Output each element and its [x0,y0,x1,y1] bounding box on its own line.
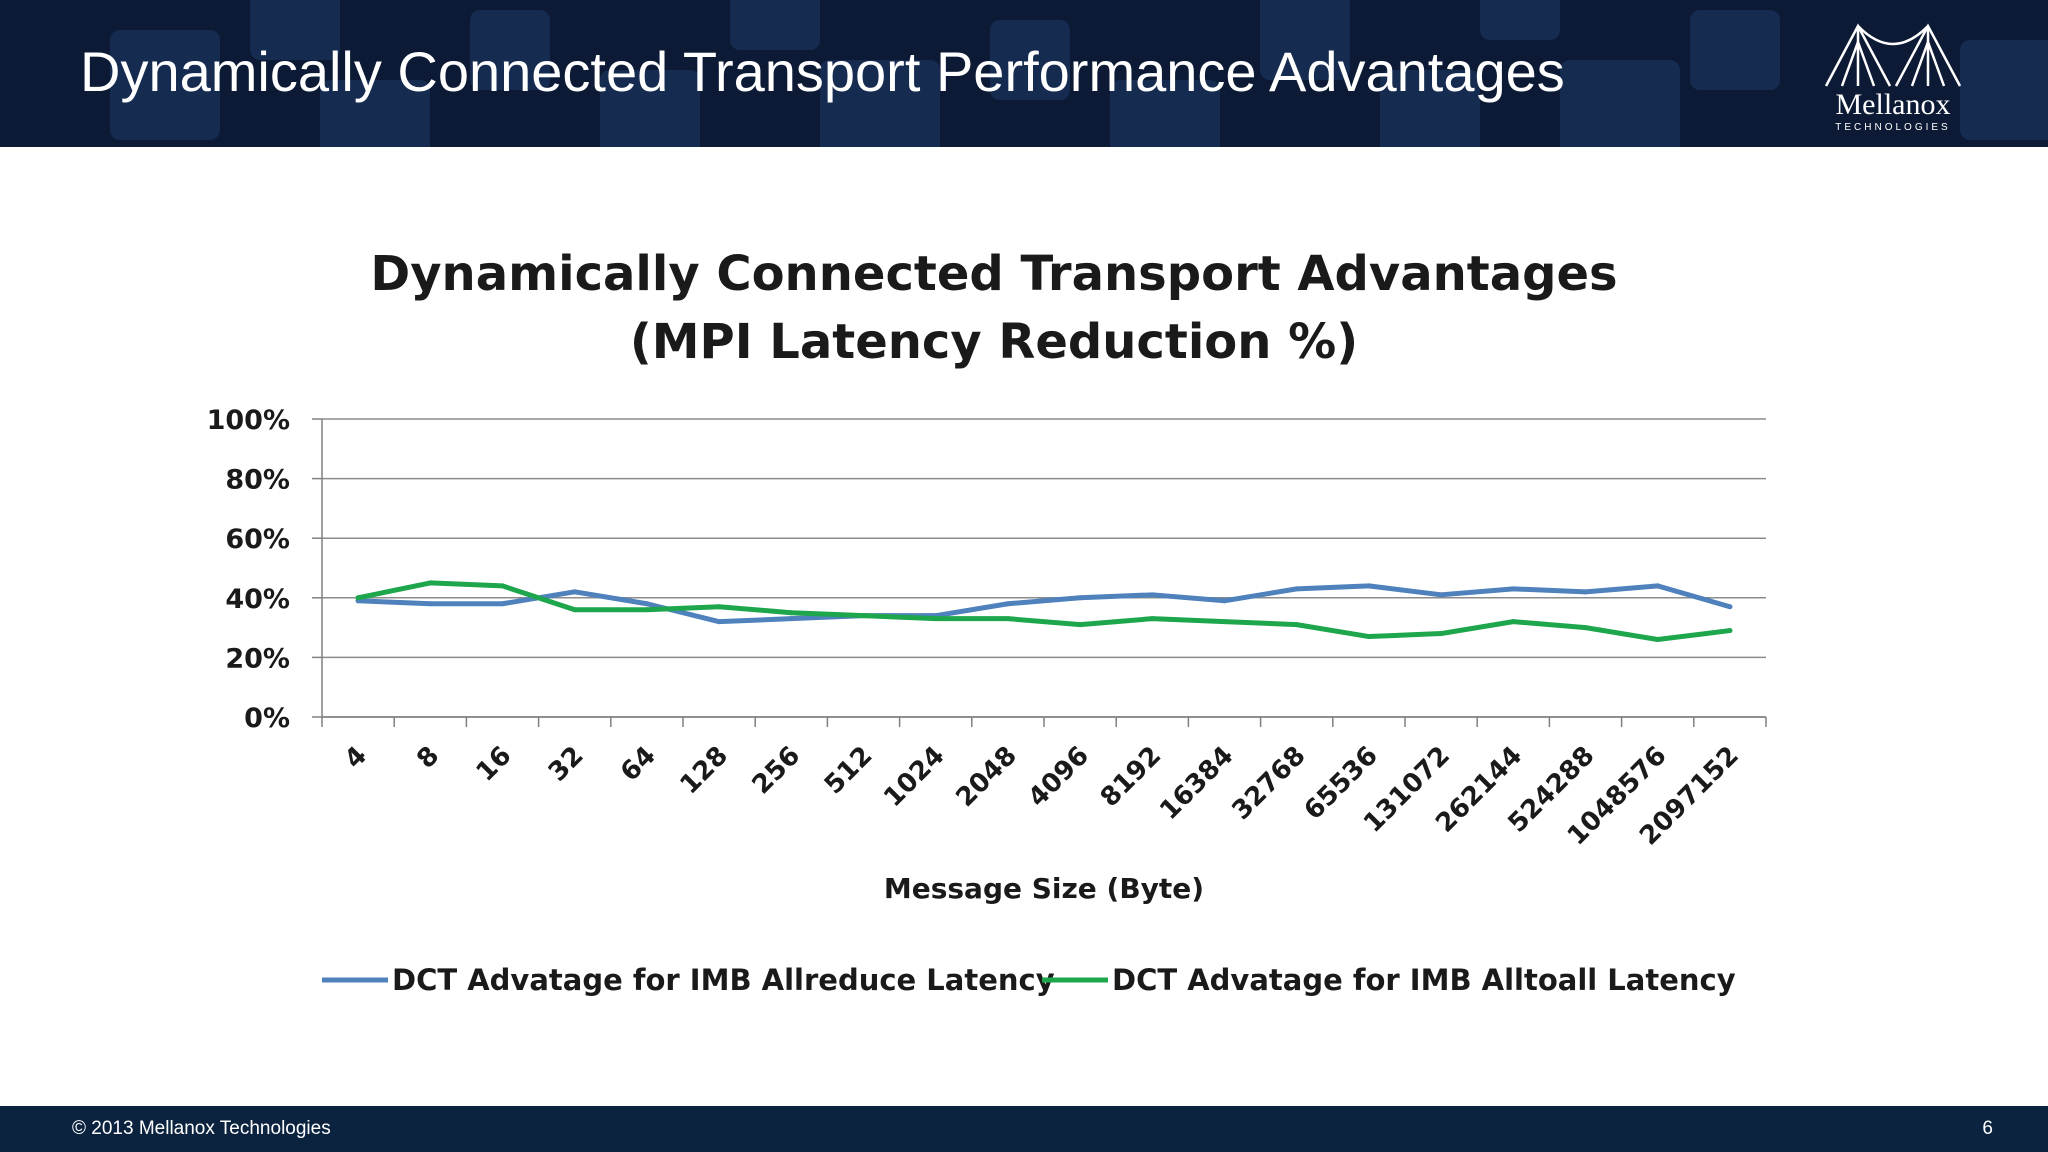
data-point-series-1 [427,601,433,607]
data-point-series-2 [1510,619,1516,625]
data-point-series-1 [500,601,505,607]
data-point-series-2 [1438,631,1444,637]
data-point-series-1 [572,589,578,595]
x-tick-label: 16 [471,741,518,788]
data-point-series-2 [427,580,433,586]
x-axis-label: Message Size (Byte) [884,872,1204,905]
logo-wordmark: Mellanox [1835,88,1951,121]
y-tick-label: 20% [225,643,290,674]
data-point-series-2 [861,613,866,619]
data-point-series-2 [1294,622,1300,628]
x-tick-label: 128 [674,741,734,801]
y-tick-label: 80% [225,465,290,496]
data-point-series-1 [1510,586,1516,592]
x-tick-label: 256 [747,741,807,801]
data-point-series-2 [1366,634,1372,640]
data-point-series-1 [1583,589,1588,595]
data-point-series-1 [1005,601,1011,607]
data-point-series-1 [716,619,722,625]
slide-footer: © 2013 Mellanox Technologies 6 [0,1106,2048,1152]
y-tick-label: 40% [225,584,290,615]
page-number: 6 [1982,1118,1993,1139]
slide-title: Dynamically Connected Transport Performa… [80,40,1565,103]
x-tick-label: 4096 [1023,741,1095,813]
data-point-series-2 [1222,619,1227,625]
chart-title: Dynamically Connected Transport Advantag… [300,240,1688,376]
data-point-series-2 [1583,625,1588,631]
x-tick-label: 512 [819,741,879,801]
slide-header: Dynamically Connected Transport Performa… [0,0,2048,147]
legend-label: DCT Advatage for IMB Alltoall Latency [1112,963,1736,997]
data-point-series-2 [788,610,794,616]
y-tick-label: 60% [225,524,290,555]
data-point-series-2 [1077,622,1083,628]
x-tick-label: 2048 [950,741,1022,813]
mellanox-logo: Mellanox TECHNOLOGIES [1818,22,1968,137]
data-point-series-2 [933,616,939,622]
data-point-series-2 [716,604,722,610]
chart-title-line-2: (MPI Latency Reduction %) [629,314,1359,370]
data-point-series-1 [1366,583,1372,589]
chart-title-line-1: Dynamically Connected Transport Advantag… [370,246,1618,302]
data-point-series-2 [1727,628,1733,634]
x-tick-label: 4 [339,741,373,775]
bridge-icon [1824,23,1962,87]
x-tick-label: 64 [615,741,662,788]
x-tick-label: 8 [411,741,445,775]
x-tick-label: 1024 [878,741,950,813]
data-point-series-1 [788,616,794,622]
data-point-series-1 [1655,583,1661,589]
data-point-series-1 [1149,592,1155,598]
data-point-series-2 [1005,616,1011,622]
y-tick-label: 0% [244,703,290,734]
line-chart: 0% 20% 40% 60% 80% 100% 4 8 16 32 64 128 256 512 1024 2… [207,405,1767,997]
series-line-1 [355,583,1733,625]
data-point-series-2 [644,607,650,613]
data-point-series-1 [644,601,650,607]
y-tick-label: 100% [207,405,290,436]
x-tick-label: 32 [543,741,590,788]
data-point-series-2 [355,595,361,601]
series-line-2 [355,580,1733,643]
legend-label: DCT Advatage for IMB Allreduce Latency [392,963,1055,997]
logo-tagline: TECHNOLOGIES [1835,122,1951,133]
x-tick-label: 16384 [1154,741,1239,826]
data-point-series-2 [1149,616,1155,622]
data-point-series-2 [500,583,505,589]
data-point-series-2 [572,607,578,613]
copyright-text: © 2013 Mellanox Technologies [72,1118,331,1139]
data-point-series-1 [1294,586,1300,592]
data-point-series-1 [1438,592,1444,598]
data-point-series-1 [1727,604,1733,610]
data-point-series-2 [1655,637,1661,643]
data-point-series-1 [1077,595,1083,601]
x-tick-label: 32768 [1226,741,1311,826]
data-point-series-1 [1222,598,1227,604]
